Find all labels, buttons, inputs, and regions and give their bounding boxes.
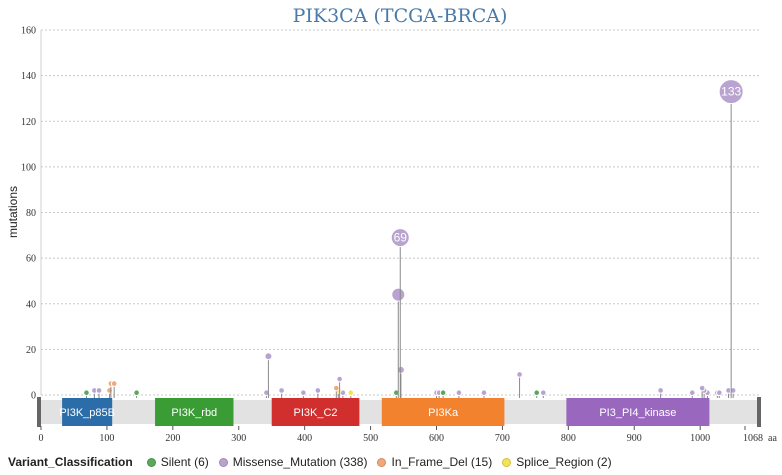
domain-label: PI3K_p85B [59, 407, 115, 419]
x-tick-label: 0 [39, 433, 44, 444]
lollipop-head[interactable] [278, 387, 285, 394]
y-axis: 0 20 40 60 80 100 120 140 160 [21, 26, 42, 402]
lollipop-head[interactable] [392, 389, 400, 397]
domain-pi3-pi4-kinase[interactable] [566, 398, 710, 426]
y-tick-label: 60 [26, 254, 36, 265]
domain-label: PI3K_rbd [171, 407, 217, 419]
x-tick-label: 900 [627, 433, 642, 444]
legend-item[interactable]: In_Frame_Del (15) [377, 455, 492, 469]
legend-swatch [377, 457, 387, 467]
x-tick-label: 600 [429, 433, 444, 444]
lollipop-head[interactable] [110, 380, 118, 387]
lollipop-head[interactable] [539, 389, 547, 397]
domain-label: PI3_PI4_kinase [599, 407, 676, 419]
legend-item[interactable]: Silent (6) [146, 455, 209, 469]
lollipop-count-label: 69 [394, 231, 408, 245]
x-tick-label: 800 [561, 433, 576, 444]
legend-swatch [502, 457, 512, 467]
lollipop-head[interactable] [300, 389, 307, 397]
domain-label: PI3K_C2 [294, 407, 338, 419]
lollipop-head[interactable] [95, 387, 103, 394]
legend-label: Silent (6) [160, 455, 209, 469]
lollipop-head[interactable] [314, 387, 322, 394]
legend-label: Missense_Mutation (338) [232, 455, 368, 469]
legend-item[interactable]: Missense_Mutation (338) [218, 455, 368, 469]
lollipop-head[interactable] [396, 365, 405, 374]
lollipop-count-label: 133 [721, 85, 741, 99]
x-axis: 0 100 200 300 400 500 600 700 800 900 1000 1068 aa [39, 426, 777, 444]
y-axis-label: mutations [6, 186, 20, 238]
lollipop-head[interactable] [347, 389, 355, 397]
x-tick-label: 700 [495, 433, 510, 444]
legend-swatch [146, 457, 156, 467]
x-end-label: 1068 [743, 433, 763, 444]
legend-label: Splice_Region (2) [516, 455, 612, 469]
mutation-lollipops: 69 133 [83, 79, 744, 398]
lollipop-head[interactable] [391, 287, 406, 302]
legend-swatch [218, 457, 228, 467]
domain-pi3k-c2[interactable] [271, 398, 360, 426]
lollipop-head[interactable] [264, 352, 273, 361]
x-tick-label: 100 [99, 433, 114, 444]
legend-items: Silent (6) Missense_Mutation (338) In_Fram… [146, 455, 622, 469]
x-tick-label: 500 [363, 433, 378, 444]
y-tick-label: 40 [26, 299, 36, 310]
lollipop-head[interactable] [336, 375, 343, 383]
y-tick-label: 100 [21, 162, 36, 173]
protein-end-cap [757, 397, 761, 427]
lollipop-head[interactable] [480, 389, 488, 397]
lollipop-head[interactable] [333, 384, 340, 392]
lollipop-head[interactable] [657, 387, 664, 394]
protein-track: PI3K_p85B PI3K_rbd PI3K_C2 PI3Ka PI3_PI4_kin… [37, 397, 761, 427]
lollipop-head[interactable] [390, 228, 410, 248]
lollipop-head[interactable] [533, 389, 541, 397]
x-tick-label: 200 [165, 433, 180, 444]
lollipop-head[interactable] [263, 389, 270, 397]
y-tick-label: 160 [21, 26, 36, 37]
domain-label: PI3Ka [428, 407, 459, 419]
lollipop-head[interactable] [698, 384, 706, 392]
domain-pi3k-rbd[interactable] [155, 398, 234, 426]
lollipop-head[interactable] [715, 389, 723, 397]
lollipop-head[interactable] [455, 389, 463, 397]
lollipop-head[interactable] [83, 389, 90, 397]
protein-start-cap [37, 397, 41, 427]
x-tick-label: 300 [231, 433, 246, 444]
legend: Variant_Classification Silent (6) Missens… [8, 455, 622, 469]
y-tick-label: 80 [26, 208, 36, 219]
chart-title: PIK3CA (TCGA-BRCA) [293, 5, 508, 27]
lollipop-chart: PIK3CA (TCGA-BRCA) mutations 0 20 40 60 80 10… [6, 5, 777, 444]
lollipop-head[interactable] [439, 389, 447, 397]
legend-title: Variant_Classification [8, 455, 133, 469]
x-tick-label: 400 [297, 433, 312, 444]
x-unit-label: aa [768, 433, 777, 444]
legend-item[interactable]: Splice_Region (2) [502, 455, 612, 469]
y-tick-label: 20 [26, 345, 36, 356]
domain-pi3ka[interactable] [381, 398, 505, 426]
y-tick-label: 120 [21, 117, 36, 128]
lollipop-head[interactable] [729, 387, 737, 394]
lollipop-head[interactable] [516, 371, 523, 378]
legend-label: In_Frame_Del (15) [391, 455, 493, 469]
lollipop-head[interactable] [133, 389, 140, 397]
domain-pi3k-p85b[interactable] [62, 398, 113, 426]
lollipop-head[interactable] [688, 389, 696, 397]
x-tick-label: 1000 [690, 433, 710, 444]
lollipop-head[interactable] [106, 387, 113, 394]
y-tick-label: 140 [21, 71, 36, 82]
y-tick-label: 0 [31, 391, 36, 402]
lollipop-head[interactable] [718, 79, 744, 105]
